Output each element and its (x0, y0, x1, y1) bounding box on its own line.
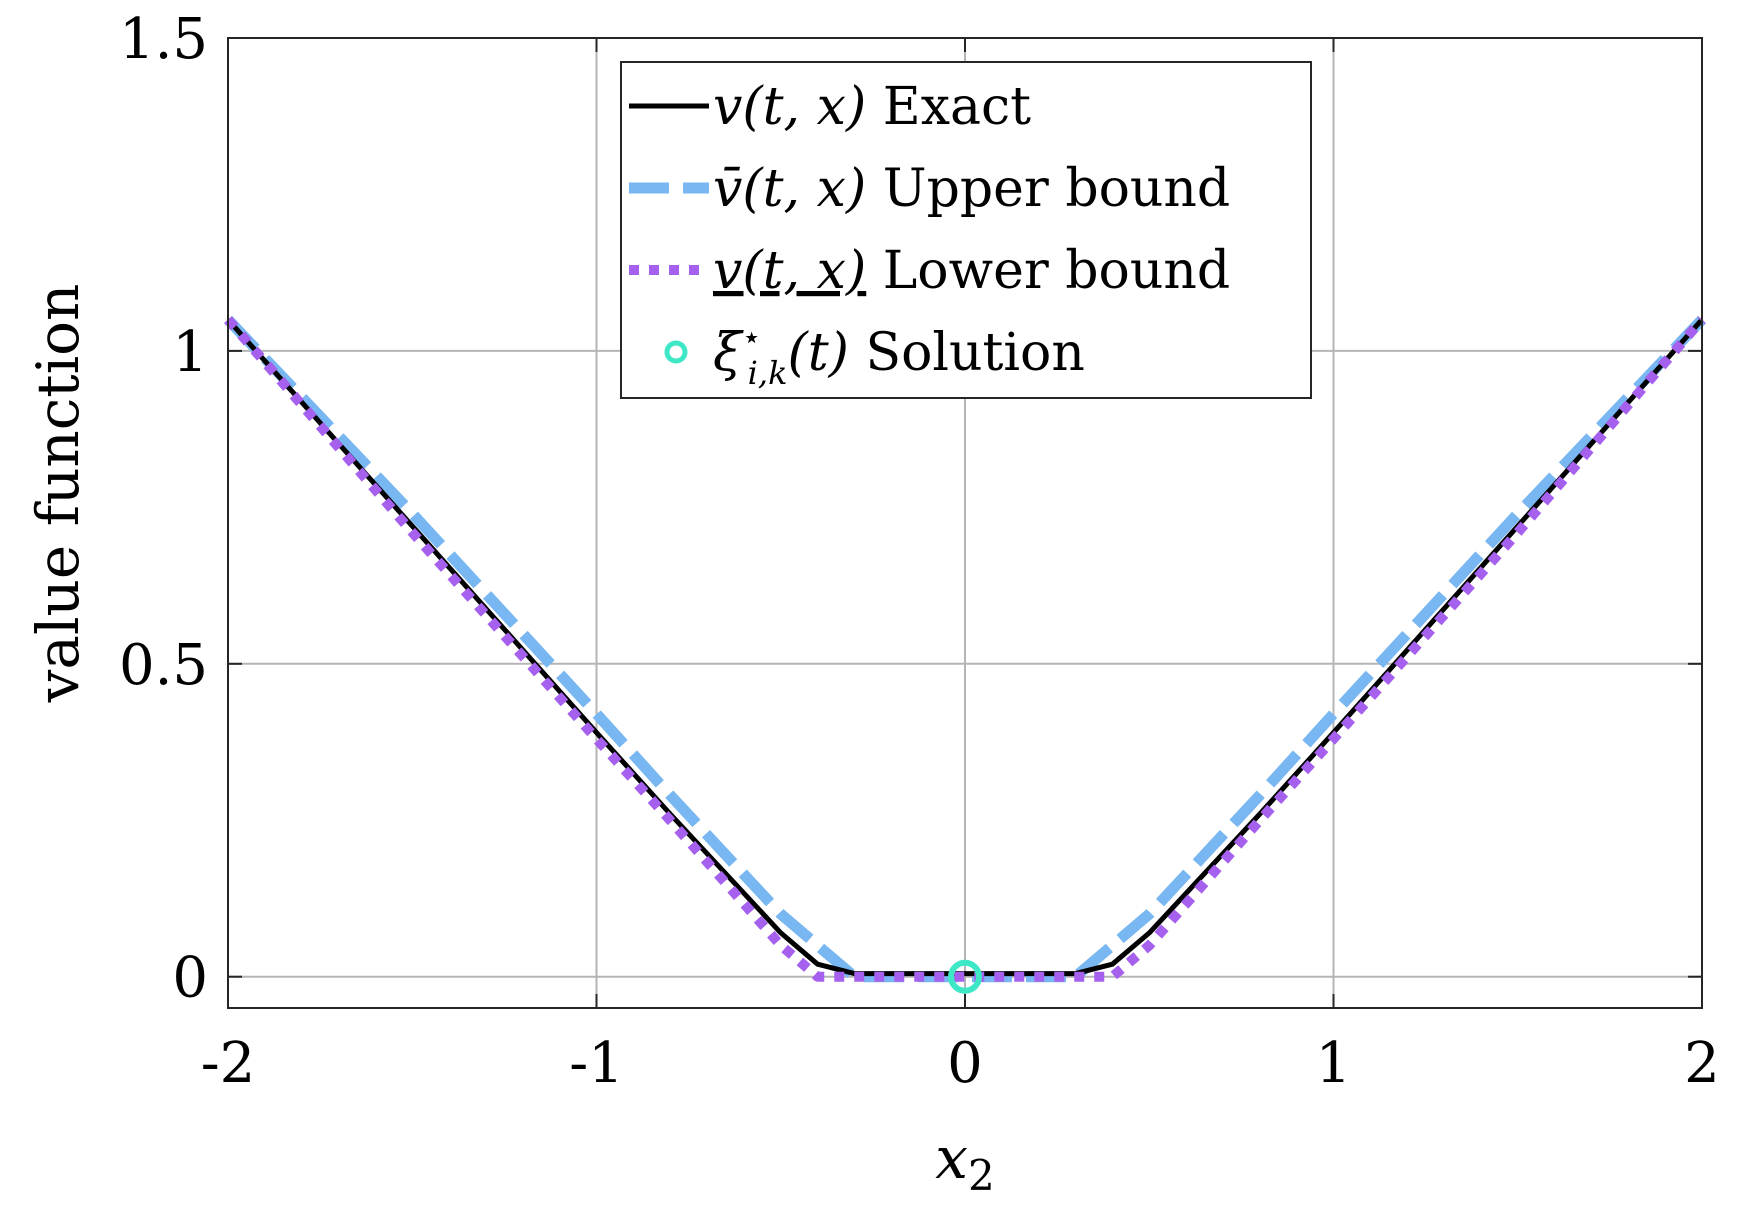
legend-description: Exact (866, 77, 1031, 137)
legend-entry-3: ξ⋆ i,k(t) Solution (664, 318, 1085, 392)
x-tick-label: 2 (1684, 1031, 1720, 1096)
series-line-2 (224, 316, 1706, 982)
legend-box (620, 61, 1312, 399)
x-tick-label: 1 (1316, 1031, 1352, 1096)
legend-math: ξ (713, 323, 744, 383)
legend-math: v(t, x) (713, 241, 866, 301)
legend-math: v̄(t, x) (713, 159, 866, 219)
legend-description: Lower bound (866, 241, 1230, 301)
y-tick-label: 1.5 (119, 7, 208, 72)
legend-marker-icon (664, 340, 688, 364)
y-tick-label: 1 (172, 320, 208, 385)
x-axis-label: x2 (935, 1124, 994, 1200)
legend-description: Upper bound (866, 159, 1230, 219)
x-tick-label: 0 (947, 1031, 983, 1096)
y-tick-label: 0 (172, 946, 208, 1011)
y-axis-label: value function (24, 284, 92, 704)
legend-label: v̄(t, x) Upper bound (713, 159, 1230, 219)
series-line-0 (226, 317, 1704, 977)
plot-series (224, 315, 1706, 994)
axis-ticks (227, 37, 1703, 1008)
legend-math: v(t, x) (713, 77, 866, 137)
legend-label: v(t, x) Lower bound (713, 241, 1230, 301)
legend-entry-2: v(t, x) Lower bound (629, 241, 1230, 301)
legend-math-tail: (t) (787, 323, 848, 383)
legend-entry-1: v̄(t, x) Upper bound (629, 159, 1230, 219)
y-tick-label: 0.5 (119, 633, 208, 698)
x-tick-label: -2 (201, 1031, 256, 1096)
legend-label: v(t, x) Exact (713, 77, 1031, 137)
legend-description: Solution (849, 323, 1085, 383)
legend-subscript: i,k (748, 354, 788, 392)
tick-labels: -2 -1 0 1 2 0 0.5 1 1.5 (119, 7, 1720, 1096)
legend-label: ξ⋆ i,k(t) Solution (713, 318, 1085, 392)
x-axis-label-subscript: 2 (968, 1151, 995, 1200)
x-tick-label: -1 (569, 1031, 624, 1096)
x-axis-label-var: x (935, 1124, 968, 1192)
legend-entry-0: v(t, x) Exact (629, 77, 1031, 137)
legend-superscript: ⋆ (742, 318, 762, 356)
solution-marker (948, 959, 982, 994)
